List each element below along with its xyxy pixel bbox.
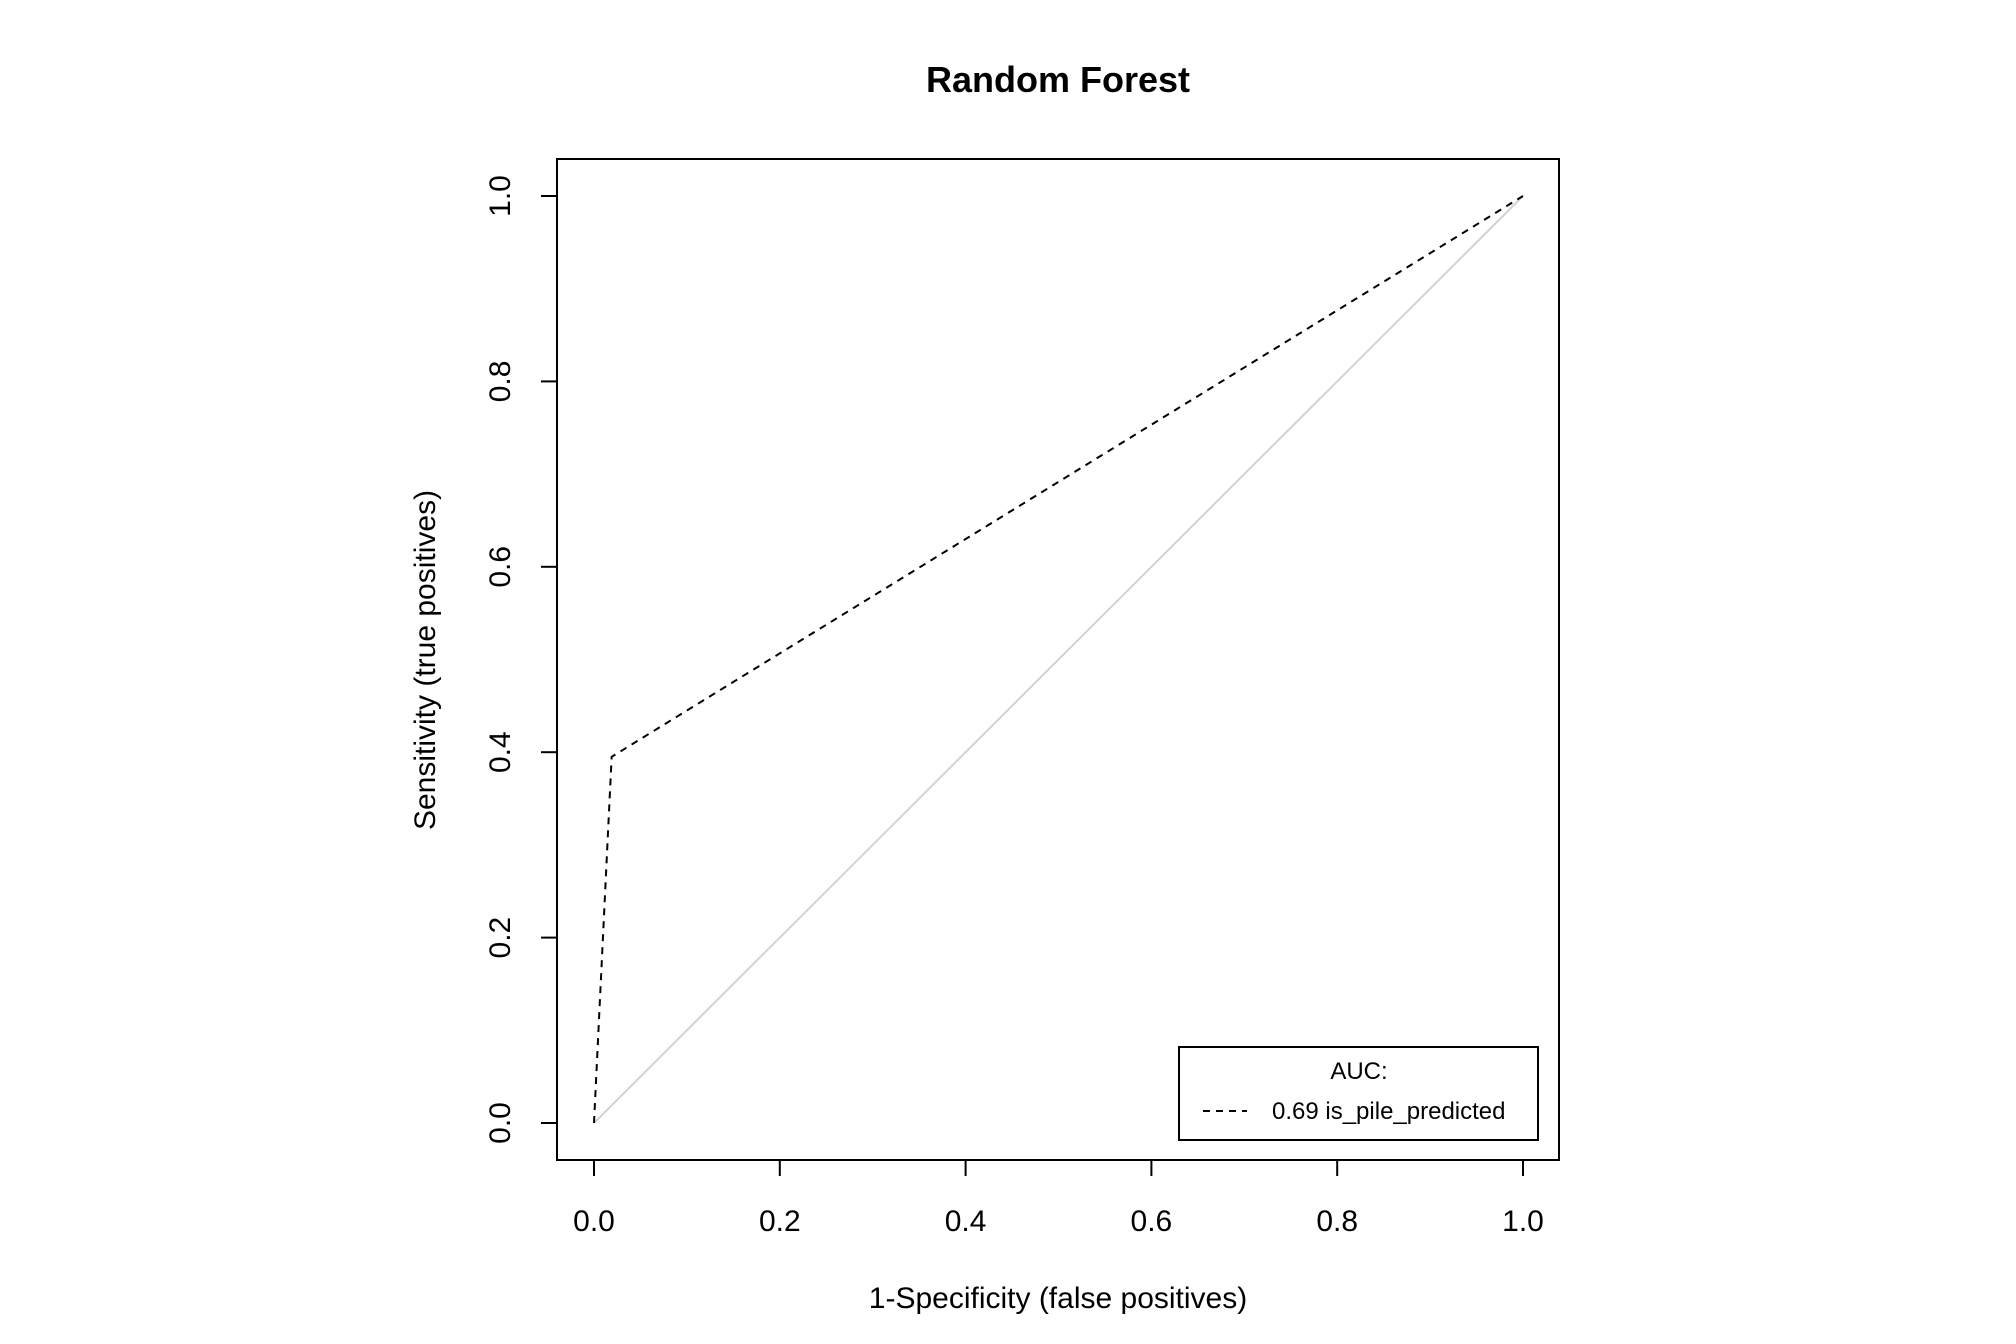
- x-tick-label-2: 0.4: [945, 1205, 987, 1238]
- series-layer: [593, 195, 1524, 1124]
- y-tick-label-2: 0.4: [484, 731, 517, 773]
- y-axis: 0.0 0.2 0.4 0.6 0.8 1.0: [484, 175, 558, 1144]
- y-tick-label-0: 0.0: [484, 1102, 517, 1144]
- legend-box: [1178, 1046, 1539, 1141]
- x-tick-label-3: 0.6: [1131, 1205, 1173, 1238]
- y-axis-label: Sensitivity (true positives): [409, 490, 442, 830]
- reference-diagonal-layer: [593, 195, 1524, 1124]
- x-axis-label: 1-Specificity (false positives): [869, 1282, 1247, 1315]
- legend: AUC: 0.69 is_pile_predicted: [1178, 1046, 1539, 1141]
- x-tick-label-4: 0.8: [1316, 1205, 1358, 1238]
- y-tick-label-1: 0.2: [484, 917, 517, 959]
- reference-diagonal-line: [593, 195, 1524, 1124]
- y-tick-label-5: 1.0: [484, 175, 517, 217]
- y-tick-label-3: 0.6: [484, 546, 517, 588]
- legend-entry-0: 0.69 is_pile_predicted: [1272, 1098, 1506, 1125]
- x-axis: 0.0 0.2 0.4 0.6 0.8 1.0: [573, 1159, 1544, 1238]
- x-tick-label-1: 0.2: [759, 1205, 801, 1238]
- chart-title: Random Forest: [926, 59, 1190, 100]
- y-tick-label-4: 0.8: [484, 361, 517, 403]
- legend-title: AUC:: [1330, 1058, 1387, 1085]
- x-tick-label-0: 0.0: [573, 1205, 615, 1238]
- roc-curve-line-0: [593, 195, 1524, 1124]
- x-tick-label-5: 1.0: [1502, 1205, 1544, 1238]
